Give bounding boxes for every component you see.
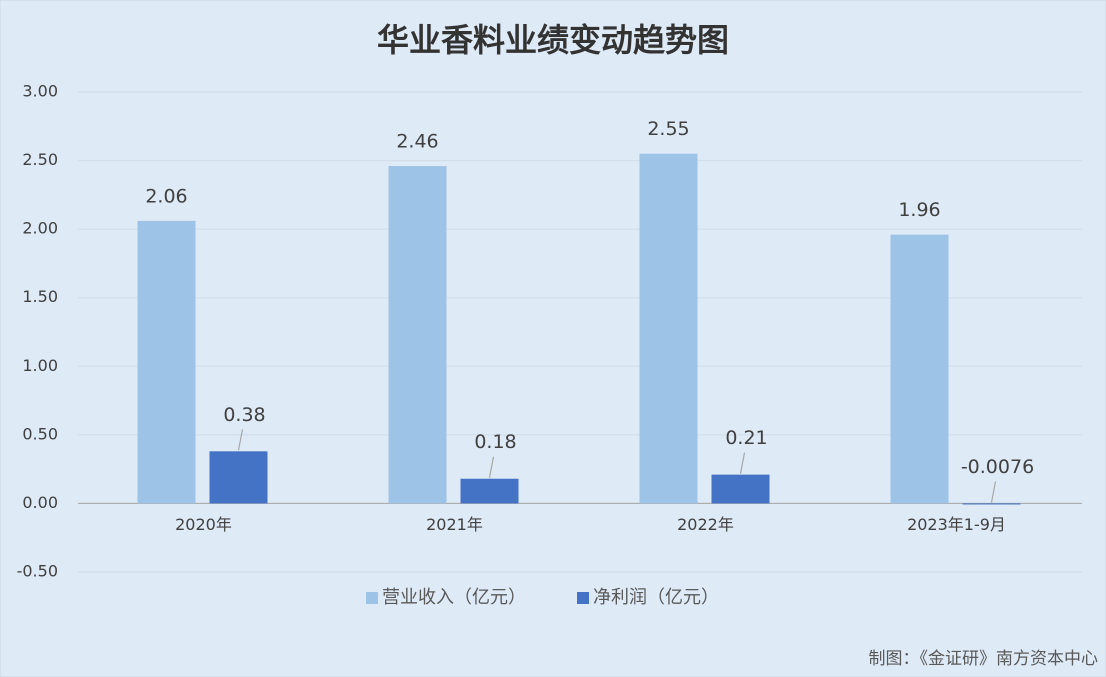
y-tick-label: -0.50 xyxy=(17,562,58,581)
source-note: 制图：《金证研》南方资本中心 xyxy=(869,649,1099,669)
y-tick-label: 0.50 xyxy=(22,424,58,443)
y-tick-label: 2.50 xyxy=(22,150,58,169)
bar xyxy=(209,451,268,504)
y-tick-label: 3.00 xyxy=(22,82,58,101)
leader-line xyxy=(739,452,746,474)
data-label: 2.55 xyxy=(647,118,689,140)
x-tick-label: 2021年 xyxy=(426,515,483,534)
leader-line xyxy=(488,456,495,478)
data-label: 0.21 xyxy=(725,427,767,449)
bar xyxy=(460,478,519,504)
y-tick-label: 1.00 xyxy=(22,356,58,375)
x-tick-label: 2023年1-9月 xyxy=(907,515,1006,534)
y-tick-label: 2.00 xyxy=(22,219,58,238)
x-tick-label: 2020年 xyxy=(175,515,232,534)
bar xyxy=(962,503,1021,505)
x-tick-label: 2022年 xyxy=(677,515,734,534)
bar xyxy=(137,220,196,504)
bar xyxy=(890,234,949,504)
bar xyxy=(388,166,447,504)
y-tick-label: 1.50 xyxy=(22,287,58,306)
bar xyxy=(639,153,698,504)
chart-title: 华业香料业绩变动趋势图 xyxy=(377,21,729,59)
leader-line xyxy=(990,481,997,503)
legend-swatch xyxy=(366,592,378,604)
data-label: 0.18 xyxy=(474,431,516,453)
data-label: 0.38 xyxy=(223,404,265,426)
bar xyxy=(711,474,770,504)
data-label: 2.46 xyxy=(396,131,438,153)
leader-line xyxy=(237,429,244,451)
legend-label: 营业收入（亿元） xyxy=(382,587,526,608)
data-label: 2.06 xyxy=(145,185,187,207)
legend-label: 净利润（亿元） xyxy=(593,587,719,608)
data-label: 1.96 xyxy=(898,199,940,221)
y-tick-label: 0.00 xyxy=(22,493,58,512)
data-label: -0.0076 xyxy=(961,456,1034,478)
legend-swatch xyxy=(577,592,589,604)
